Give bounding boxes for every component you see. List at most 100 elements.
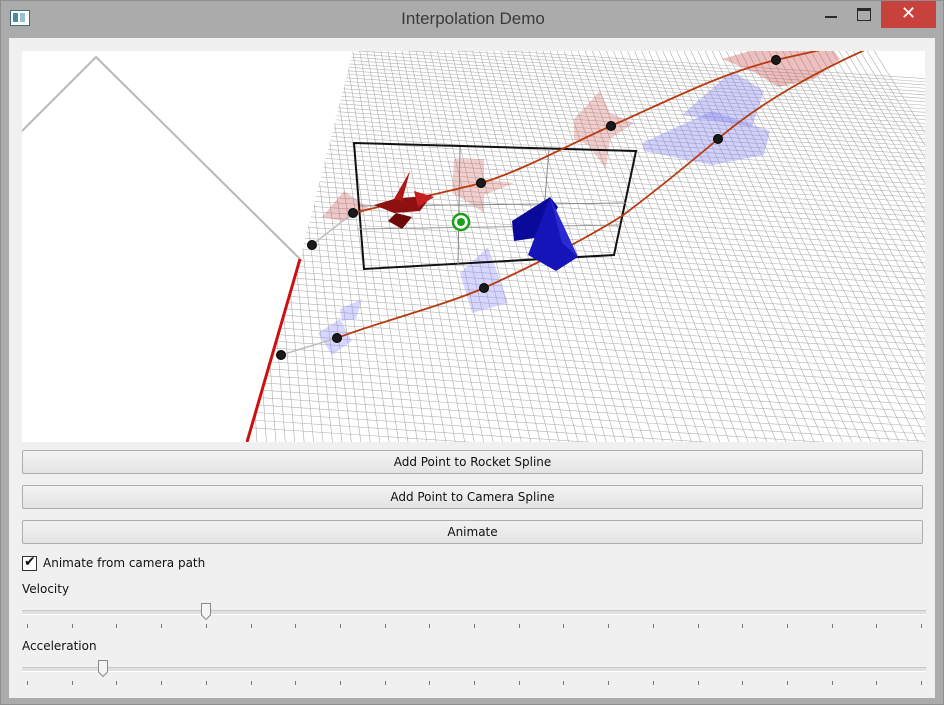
floor-grid-line [644, 51, 819, 442]
camera-ghost-3 [642, 71, 770, 165]
floor-grid-line [247, 414, 925, 442]
floor-grid-line [247, 355, 925, 406]
slider-tick [295, 624, 297, 628]
close-icon: ✕ [900, 3, 917, 24]
minimize-icon[interactable] [816, 1, 846, 29]
velocity-slider-groove[interactable] [22, 610, 926, 615]
animate-from-camera-checkbox[interactable]: ✔ [22, 554, 37, 571]
floor-grid-line [672, 51, 857, 442]
floor-grid-line [846, 51, 925, 442]
acceleration-slider-groove[interactable] [22, 667, 926, 672]
slider-tick [831, 624, 833, 628]
slider-tick [608, 624, 610, 628]
floor-grid-line [714, 51, 914, 442]
rocket-point [348, 208, 358, 218]
scene-viewport[interactable] [22, 51, 925, 442]
slider-tick [384, 624, 386, 628]
floor-grid-line [637, 51, 809, 442]
floor-grid-line [247, 320, 925, 372]
floor-grid-line [336, 51, 401, 442]
floor-grid-line [804, 51, 925, 442]
slider-tick [876, 624, 878, 628]
floor-grid-line [413, 51, 505, 442]
camera-point [713, 134, 723, 144]
rocket-spline-connector [311, 212, 354, 246]
floor-grid-line [860, 51, 925, 442]
floor-grid-line [539, 51, 676, 442]
floor-grid-line [378, 51, 458, 442]
slider-tick [27, 624, 28, 628]
slider-tick [205, 681, 207, 685]
maximize-icon[interactable] [849, 1, 879, 29]
rocket-point [771, 55, 781, 65]
slider-tick [161, 681, 163, 685]
floor-grid-line [749, 51, 925, 442]
add-camera-point-button[interactable]: Add Point to Camera Spline [22, 485, 923, 509]
floor-grid-line [247, 334, 925, 385]
floor-grid-line [247, 51, 925, 93]
camera-spline-connector [280, 337, 338, 356]
floor-grid-line [853, 51, 925, 442]
camera-point [479, 283, 489, 293]
floor-grid-line [247, 51, 925, 83]
floor-grid-line [616, 51, 781, 442]
acceleration-slider-handle[interactable] [97, 660, 108, 677]
floor-grid-line [686, 51, 876, 442]
slider-tick [831, 681, 833, 685]
slider-tick [339, 681, 341, 685]
floor-grid-line [343, 51, 410, 442]
floor-grid-line [247, 314, 925, 365]
floor-grid-line [247, 301, 925, 352]
slider-tick [250, 681, 252, 685]
floor-grid-line [247, 422, 925, 442]
close-button[interactable]: ✕ [881, 1, 936, 28]
acceleration-label: Acceleration [22, 639, 97, 653]
velocity-slider-handle[interactable] [200, 603, 211, 620]
title-bar[interactable]: Interpolation Demo ✕ [1, 1, 943, 37]
floor-grid-line [247, 294, 925, 346]
rocket-ghost-4 [722, 51, 840, 87]
floor-grid-line [762, 51, 925, 442]
floor-grid-line [867, 51, 925, 442]
floor-grid-line [247, 362, 925, 413]
floor-grid-line [825, 51, 925, 442]
velocity-slider[interactable] [22, 603, 926, 629]
add-rocket-point-button[interactable]: Add Point to Rocket Spline [22, 450, 923, 474]
slider-tick [518, 681, 520, 685]
slider-tick [563, 624, 565, 628]
floor-grid-line [448, 51, 553, 442]
slider-tick [116, 624, 118, 628]
camera-point [276, 350, 286, 360]
wall-edge-red [245, 258, 302, 442]
animate-button[interactable]: Animate [22, 520, 923, 544]
floor-grid-line [364, 51, 439, 442]
slider-tick [742, 681, 744, 685]
slider-tick [27, 681, 28, 685]
floor-grid-line [247, 275, 925, 327]
floor-grid-line [742, 51, 925, 442]
floor-grid-line [532, 51, 667, 442]
slider-tick [295, 681, 297, 685]
slider-tick [429, 681, 431, 685]
slider-tick [71, 681, 73, 685]
slider-tick [474, 624, 475, 628]
floor-grid-line [511, 51, 638, 442]
floor-grid-line [247, 288, 925, 339]
floor-grid-line [700, 51, 895, 442]
scene-canvas[interactable] [22, 51, 925, 442]
floor-grid-line [371, 51, 448, 442]
rocket-spline-points [307, 55, 781, 250]
camera-model [512, 197, 578, 271]
slider-tick [116, 681, 118, 685]
look-at-target[interactable] [451, 212, 471, 232]
acceleration-slider[interactable] [22, 660, 926, 686]
floor-grid-line [721, 51, 923, 442]
rocket-ghost-1 [322, 191, 370, 221]
floor-grid-line [581, 51, 733, 442]
floor-grid-line [247, 307, 925, 359]
floor-grid-line [469, 51, 581, 442]
floor-grid-line [247, 391, 925, 442]
floor-grid-line [588, 51, 743, 442]
floor-grid-line [811, 51, 925, 442]
slider-tick [71, 624, 73, 628]
